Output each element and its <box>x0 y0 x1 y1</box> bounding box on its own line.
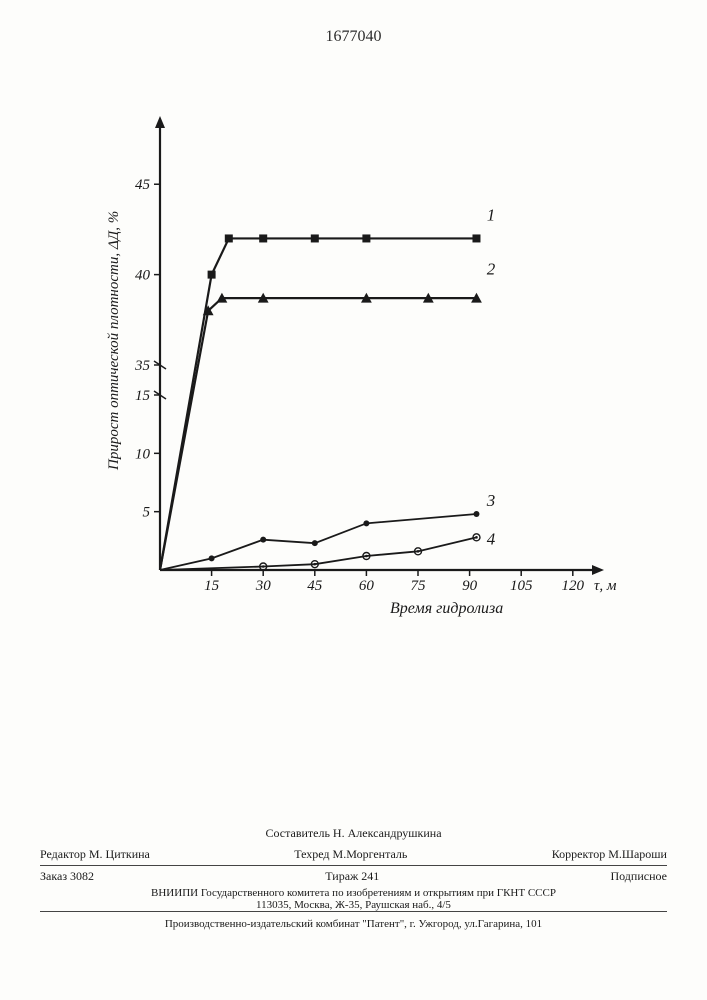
svg-text:4: 4 <box>487 529 496 548</box>
svg-text:60: 60 <box>359 578 375 594</box>
svg-text:40: 40 <box>135 268 151 284</box>
footer-org1-addr: 113035, Москва, Ж-35, Раушская наб., 4/5 <box>40 899 667 911</box>
chart-container: 5 10 15 35 40 45 Прирост оптической плотности,… <box>90 110 620 630</box>
footer-subscr: Подписное <box>610 869 667 884</box>
footer-org1: ВНИИПИ Государственного комитета по изоб… <box>40 887 667 899</box>
svg-text:1: 1 <box>487 205 496 224</box>
svg-text:90: 90 <box>462 578 478 594</box>
footer-editor: Редактор М. Циткина <box>40 847 150 862</box>
x-axis-label: Время гидролиза <box>390 600 503 618</box>
page: 1677040 5 10 15 35 40 45 Прирост оптической пл… <box>0 0 707 1000</box>
footer-compiler: Составитель Н. Александрушкина <box>40 823 667 844</box>
footer-corrector: Корректор М.Шароши <box>552 847 667 862</box>
svg-text:75: 75 <box>411 578 427 594</box>
svg-text:5: 5 <box>143 505 151 521</box>
footer-techred: Техред М.Моргенталь <box>294 847 407 862</box>
footer-order: Заказ 3082 <box>40 869 94 884</box>
svg-text:Прирост оптической плотности,: Прирост оптической плотности, ΔД, % <box>106 211 122 471</box>
footer: Составитель Н. Александрушкина Редактор … <box>40 823 667 930</box>
svg-text:3: 3 <box>486 491 496 510</box>
svg-text:15: 15 <box>204 578 220 594</box>
chart-svg: 5 10 15 35 40 45 Прирост оптической плотности,… <box>90 110 620 630</box>
svg-text:10: 10 <box>135 446 151 462</box>
svg-text:τ, м: τ, м <box>594 578 617 594</box>
svg-text:120: 120 <box>562 578 585 594</box>
document-number: 1677040 <box>0 28 707 46</box>
svg-text:105: 105 <box>510 578 533 594</box>
svg-text:35: 35 <box>134 358 151 374</box>
svg-text:2: 2 <box>487 260 496 279</box>
footer-tirage: Тираж 241 <box>325 869 379 884</box>
svg-text:15: 15 <box>135 388 151 404</box>
footer-org2: Производственно-издательский комбинат "П… <box>40 911 667 930</box>
svg-text:45: 45 <box>307 578 323 594</box>
svg-text:30: 30 <box>255 578 272 594</box>
svg-text:45: 45 <box>135 177 151 193</box>
